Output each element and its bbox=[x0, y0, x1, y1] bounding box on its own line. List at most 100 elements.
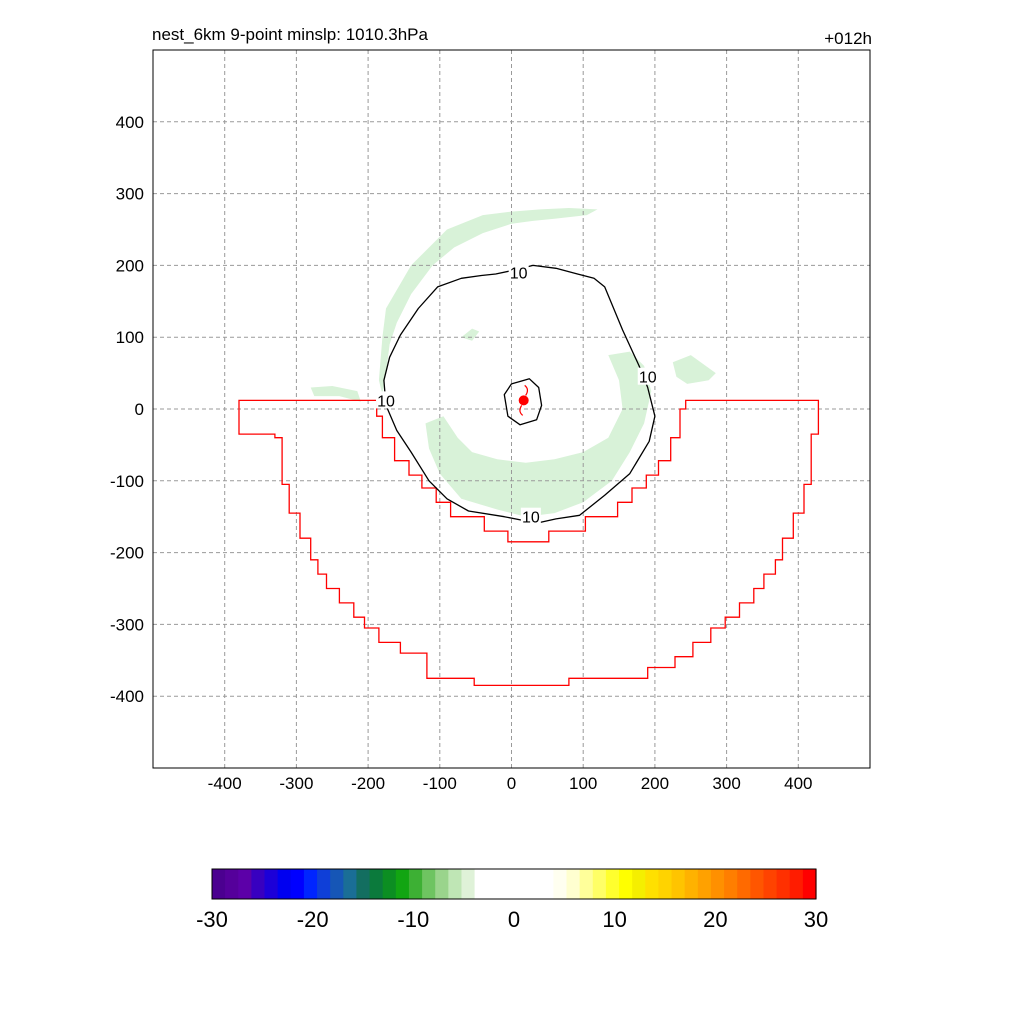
colorbar-cell bbox=[724, 869, 738, 899]
colorbar-cell bbox=[290, 869, 305, 899]
shaded-region-3 bbox=[461, 328, 480, 341]
contour-label: 10 bbox=[639, 370, 657, 387]
colorbar-cell bbox=[671, 869, 686, 899]
contour-label-bg bbox=[508, 263, 529, 281]
colorbar-cell bbox=[408, 869, 423, 899]
storm-center-arm bbox=[524, 384, 529, 396]
y-tick-label: 0 bbox=[135, 400, 144, 419]
colorbar-cell bbox=[225, 869, 239, 899]
colorbar-cell bbox=[658, 869, 673, 899]
colorbar-cell bbox=[553, 869, 568, 899]
colorbar-cell bbox=[632, 869, 646, 899]
colorbar-cell bbox=[343, 869, 358, 899]
colorbar-cell bbox=[395, 869, 410, 899]
x-tick-label: -400 bbox=[208, 774, 242, 793]
colorbar-tick-label: 10 bbox=[602, 907, 626, 932]
colorbar-cell bbox=[422, 869, 436, 899]
colorbar-tick-label: -30 bbox=[196, 907, 228, 932]
x-tick-label: -300 bbox=[279, 774, 313, 793]
y-tick-label: 200 bbox=[116, 256, 144, 275]
colorbar-cell bbox=[461, 869, 476, 899]
x-tick-label: 100 bbox=[569, 774, 597, 793]
boundary-line bbox=[238, 399, 820, 687]
storm-center-dot bbox=[518, 395, 529, 406]
colorbar-cell bbox=[579, 869, 594, 899]
y-axis-ticks: -400 -300 -200 -100 0 100 200 300 400 bbox=[110, 113, 144, 706]
colorbar-cell bbox=[566, 869, 581, 899]
colorbar-cell bbox=[619, 869, 633, 899]
contour-label: 10 bbox=[377, 393, 395, 410]
colorbar: -30 -20 -10 0 10 20 30 bbox=[196, 868, 828, 932]
colorbar-cell bbox=[317, 869, 331, 899]
colorbar-cell bbox=[527, 869, 541, 899]
contour-label-bg bbox=[637, 367, 658, 385]
colorbar-cell bbox=[710, 869, 725, 899]
colorbar-cell bbox=[802, 869, 817, 899]
colorbar-cell bbox=[356, 869, 371, 899]
contour-label-bg bbox=[520, 507, 541, 525]
colorbar-cell bbox=[763, 869, 778, 899]
x-axis-ticks: -400 -300 -200 -100 0 100 200 300 400 bbox=[208, 774, 813, 793]
colorbar-cell bbox=[448, 869, 463, 899]
y-tick-label: -200 bbox=[110, 544, 144, 563]
colorbar-cell bbox=[487, 869, 502, 899]
x-tick-label: 200 bbox=[641, 774, 669, 793]
colorbar-cell bbox=[251, 869, 266, 899]
colorbar-cell bbox=[684, 869, 699, 899]
colorbar-cell bbox=[540, 869, 554, 899]
colorbar-cell bbox=[212, 869, 226, 899]
x-tick-label: -100 bbox=[423, 774, 457, 793]
colorbar-cell bbox=[645, 869, 660, 899]
y-tick-label: 400 bbox=[116, 113, 144, 132]
plot-title: nest_6km 9-point minslp: 1010.3hPa bbox=[152, 25, 428, 44]
nest-boundary bbox=[238, 399, 820, 687]
colorbar-cell bbox=[264, 869, 279, 899]
colorbar-cell bbox=[382, 869, 397, 899]
y-tick-label: 300 bbox=[116, 185, 144, 204]
colorbar-cell bbox=[592, 869, 607, 899]
y-tick-label: -100 bbox=[110, 472, 144, 491]
colorbar-cell bbox=[737, 869, 751, 899]
colorbar-cell bbox=[789, 869, 804, 899]
shaded-region-1 bbox=[378, 208, 598, 395]
colorbar-cell bbox=[750, 869, 765, 899]
colorbar-tick-label: 30 bbox=[804, 907, 828, 932]
colorbar-cell bbox=[330, 869, 344, 899]
colorbar-cell bbox=[514, 869, 528, 899]
y-tick-label: 100 bbox=[116, 328, 144, 347]
grid-lines bbox=[153, 50, 870, 768]
contour-10-outer bbox=[383, 264, 656, 524]
contour-10-inner bbox=[503, 378, 543, 426]
shaded-field bbox=[310, 208, 716, 517]
x-tick-label: 400 bbox=[784, 774, 812, 793]
plot-area: 10 10 10 10 bbox=[152, 49, 871, 769]
shaded-region-5 bbox=[672, 355, 716, 384]
colorbar-cells bbox=[212, 869, 817, 899]
contour-lines: 10 10 10 10 bbox=[376, 263, 658, 527]
shaded-region-4 bbox=[425, 351, 652, 517]
colorbar-cell bbox=[435, 869, 449, 899]
colorbar-cell bbox=[303, 869, 318, 899]
plot-frame bbox=[152, 49, 871, 769]
x-tick-label: -200 bbox=[351, 774, 385, 793]
colorbar-cell bbox=[776, 869, 791, 899]
shaded-region-2 bbox=[310, 386, 361, 402]
colorbar-cell bbox=[277, 869, 292, 899]
storm-center-arm bbox=[519, 405, 524, 416]
colorbar-cell bbox=[369, 869, 384, 899]
contour-label: 10 bbox=[522, 510, 540, 527]
x-tick-label: 0 bbox=[507, 774, 516, 793]
colorbar-cell bbox=[238, 869, 252, 899]
storm-center bbox=[518, 384, 529, 416]
contour-label-bg bbox=[376, 391, 397, 409]
colorbar-cell bbox=[500, 869, 515, 899]
colorbar-cell bbox=[605, 869, 620, 899]
colorbar-frame bbox=[211, 868, 817, 900]
colorbar-cell bbox=[697, 869, 712, 899]
colorbar-ticks: -30 -20 -10 0 10 20 30 bbox=[196, 907, 828, 932]
colorbar-tick-label: 20 bbox=[703, 907, 727, 932]
forecast-hour-label: +012h bbox=[824, 29, 872, 48]
colorbar-tick-label: 0 bbox=[508, 907, 520, 932]
x-tick-label: 300 bbox=[712, 774, 740, 793]
